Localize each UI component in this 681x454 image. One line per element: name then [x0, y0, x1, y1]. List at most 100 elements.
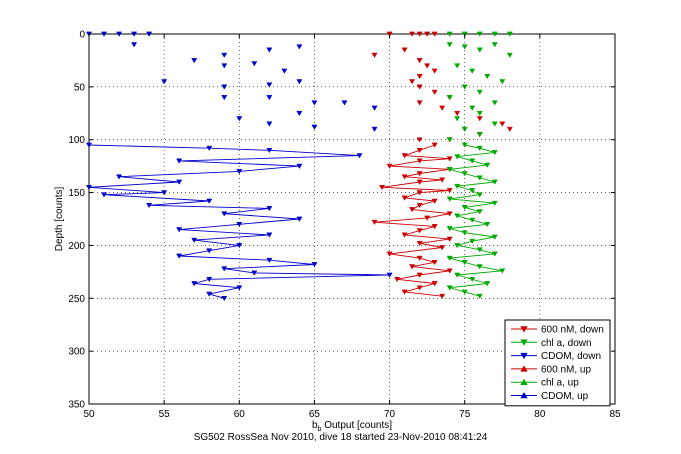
- y-tick-label: 350: [68, 400, 85, 411]
- data-point: [491, 100, 498, 106]
- data-point: [296, 216, 303, 222]
- data-point: [469, 105, 476, 111]
- data-point: [461, 171, 468, 177]
- data-point: [484, 162, 491, 168]
- legend-marker: [520, 391, 528, 399]
- legend-box: [504, 319, 611, 407]
- data-point: [461, 84, 468, 90]
- series-group: [85, 31, 513, 302]
- data-point: [85, 184, 93, 191]
- data-point: [454, 110, 461, 117]
- data-point: [176, 227, 183, 233]
- data-point: [236, 221, 243, 228]
- data-point: [446, 42, 453, 48]
- data-point: [469, 158, 476, 164]
- data-point: [416, 228, 423, 234]
- data-point: [454, 116, 461, 122]
- data-point: [476, 247, 483, 253]
- data-point: [454, 213, 461, 219]
- data-point: [100, 31, 108, 37]
- data-point: [431, 260, 438, 266]
- x-tick-label: 80: [534, 409, 546, 420]
- data-point: [431, 31, 438, 37]
- data-point: [401, 289, 408, 295]
- data-point: [484, 221, 491, 228]
- data-point: [491, 179, 498, 185]
- data-point: [311, 124, 318, 130]
- data-point: [236, 169, 243, 175]
- data-point: [371, 219, 378, 226]
- data-point: [446, 226, 453, 232]
- data-point: [416, 171, 423, 177]
- data-point: [386, 272, 393, 278]
- data-point: [446, 31, 453, 37]
- legend-marker: [520, 378, 528, 385]
- data-point: [461, 230, 468, 236]
- x-tick-label: 65: [309, 409, 321, 420]
- data-point: [401, 195, 408, 201]
- legend-marker: [520, 352, 528, 360]
- data-point: [266, 47, 273, 53]
- data-point: [416, 179, 423, 185]
- data-point: [356, 153, 363, 159]
- data-point: [476, 264, 483, 270]
- series-line: [88, 144, 390, 299]
- data-point: [439, 177, 446, 183]
- data-point: [499, 268, 506, 274]
- data-point: [266, 121, 273, 127]
- data-point: [506, 52, 513, 58]
- legend-label: 600 nM, up: [541, 364, 591, 375]
- data-point: [431, 224, 438, 230]
- data-point: [416, 31, 423, 37]
- data-point: [221, 266, 228, 272]
- data-point: [131, 31, 138, 37]
- data-point: [431, 68, 438, 74]
- y-tick-label: 100: [68, 135, 85, 146]
- x-axis-label: bb Output [counts]: [312, 420, 392, 433]
- data-point: [386, 163, 393, 169]
- data-point: [251, 61, 258, 67]
- data-point: [476, 192, 483, 198]
- data-point: [386, 251, 393, 257]
- y-tick-label: 300: [68, 347, 85, 358]
- data-point: [221, 211, 228, 217]
- data-point: [491, 150, 498, 156]
- data-point: [439, 293, 446, 300]
- data-point: [454, 243, 461, 249]
- data-point: [379, 184, 386, 191]
- data-point: [116, 31, 123, 37]
- data-point: [416, 147, 423, 154]
- data-point: [431, 142, 438, 148]
- x-tick-label: 75: [459, 409, 471, 420]
- data-point: [491, 121, 498, 127]
- data-point: [446, 255, 453, 261]
- data-point: [469, 188, 476, 194]
- data-point: [431, 198, 438, 204]
- legend-label: chl a, down: [541, 338, 592, 349]
- legend-marker: [520, 326, 528, 333]
- data-point: [454, 63, 461, 69]
- data-point: [416, 100, 423, 106]
- data-point: [424, 215, 431, 221]
- data-point: [371, 105, 378, 111]
- chart-caption: SG502 RossSea Nov 2010, dive 18 started …: [193, 432, 488, 443]
- data-point: [394, 276, 401, 283]
- data-point: [221, 63, 228, 69]
- data-point: [454, 183, 461, 190]
- data-point: [100, 192, 108, 198]
- data-point: [371, 52, 378, 58]
- legend-label: 600 nM, down: [541, 325, 604, 336]
- data-point: [281, 68, 288, 74]
- data-point: [484, 73, 491, 80]
- data-point: [266, 206, 273, 212]
- data-point: [409, 264, 416, 270]
- data-point: [476, 293, 483, 300]
- data-point: [461, 44, 468, 50]
- data-point: [176, 158, 183, 164]
- data-point: [506, 126, 513, 132]
- data-point: [116, 174, 123, 180]
- series-line: [374, 144, 450, 297]
- data-point: [476, 175, 483, 181]
- data-point: [176, 179, 183, 185]
